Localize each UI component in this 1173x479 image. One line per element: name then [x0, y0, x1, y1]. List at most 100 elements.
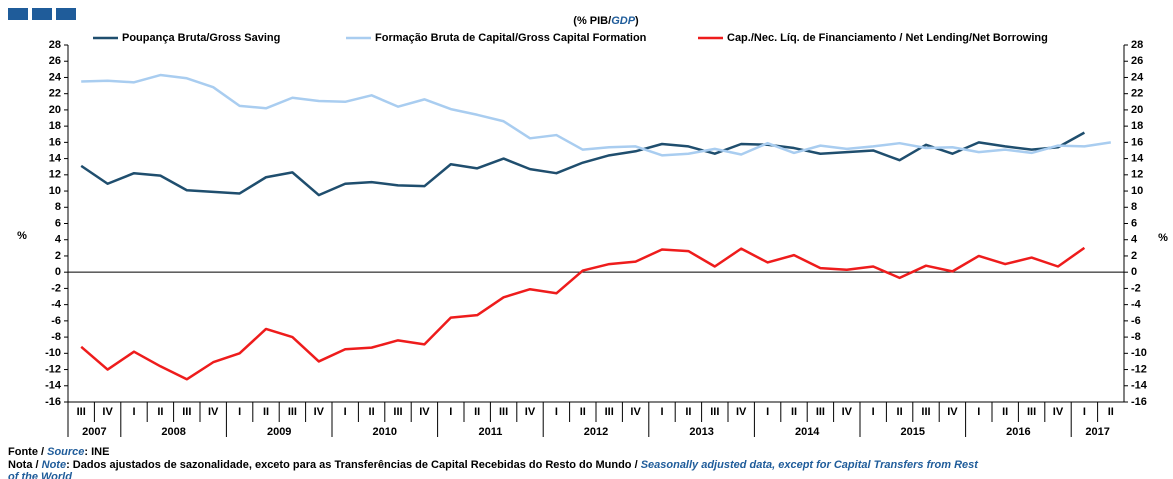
y-tick-label: -2: [51, 282, 61, 294]
y-tick-label: 28: [49, 39, 61, 51]
source-label-en: Source: [47, 446, 84, 458]
x-tick-label: IV: [947, 406, 958, 418]
logo-block: [32, 8, 52, 20]
note-label: Nota /: [8, 459, 42, 471]
note-label-en: Note: [42, 459, 66, 471]
year-label: 2007: [82, 426, 106, 438]
y2-tick-label: 22: [1131, 88, 1143, 100]
logo-block: [8, 8, 28, 20]
title-end: ): [635, 15, 639, 27]
year-label: 2016: [1006, 426, 1030, 438]
year-label: 2015: [901, 426, 925, 438]
x-tick-label: III: [605, 406, 614, 418]
y2-tick-label: 14: [1131, 152, 1144, 164]
x-tick-label: II: [263, 406, 269, 418]
x-tick-label: IV: [419, 406, 430, 418]
y2-tick-label: 0: [1131, 266, 1137, 278]
x-tick-label: I: [555, 406, 558, 418]
year-label: 2014: [795, 426, 820, 438]
x-tick-label: III: [77, 406, 86, 418]
x-tick-label: III: [816, 406, 825, 418]
x-tick-label: II: [685, 406, 691, 418]
note-text-en: Seasonally adjusted data, except for Cap…: [641, 459, 980, 471]
y-tick-label: 18: [49, 120, 61, 132]
x-tick-label: II: [897, 406, 903, 418]
legend-label: Formação Bruta de Capital/Gross Capital …: [375, 32, 647, 44]
x-tick-label: III: [921, 406, 930, 418]
x-tick-label: IV: [1053, 406, 1064, 418]
y-tick-label: -4: [51, 299, 62, 311]
x-tick-label: I: [660, 406, 663, 418]
title-highlight: GDP: [611, 15, 636, 27]
x-tick-label: I: [344, 406, 347, 418]
y2-tick-label: 18: [1131, 120, 1143, 132]
y2-tick-label: 26: [1131, 55, 1143, 67]
x-tick-label: II: [369, 406, 375, 418]
y-tick-label: -12: [45, 363, 61, 375]
x-tick-label: IV: [525, 406, 536, 418]
chart-title: (% PIB/GDP): [573, 15, 639, 27]
x-tick-label: II: [474, 406, 480, 418]
y-tick-label: -6: [51, 315, 61, 327]
year-label: 2008: [161, 426, 185, 438]
year-label: 2017: [1085, 426, 1109, 438]
y2-tick-label: 10: [1131, 185, 1143, 197]
y-tick-label: 10: [49, 185, 61, 197]
x-tick-label: I: [872, 406, 875, 418]
y2-tick-label: -6: [1131, 315, 1141, 327]
y2-tick-label: -12: [1131, 363, 1147, 375]
source-label: Fonte /: [8, 446, 47, 458]
y2-tick-label: 4: [1131, 234, 1138, 246]
y2-tick-label: 16: [1131, 136, 1143, 148]
series-line: [81, 73, 1111, 157]
x-tick-label: I: [132, 406, 135, 418]
year-label: 2011: [478, 426, 502, 438]
y2-tick-label: -14: [1131, 380, 1148, 392]
x-tick-label: III: [499, 406, 508, 418]
y2-tick-label: -8: [1131, 331, 1141, 343]
year-label: 2010: [373, 426, 397, 438]
y-tick-label: -8: [51, 331, 61, 343]
x-tick-label: IV: [314, 406, 325, 418]
logo-block: [56, 8, 76, 20]
title-text: (% PIB/: [573, 15, 611, 27]
y-tick-label: 12: [49, 169, 61, 181]
y-tick-label: 20: [49, 104, 61, 116]
y-tick-label: -16: [45, 396, 61, 408]
year-label: 2009: [267, 426, 291, 438]
legend-label: Cap./Nec. Líq. de Financiamento / Net Le…: [727, 32, 1048, 44]
y2-tick-label: 28: [1131, 39, 1143, 51]
x-tick-label: IV: [842, 406, 853, 418]
year-label: 2013: [689, 426, 713, 438]
y-tick-label: -10: [45, 347, 61, 359]
y2-tick-label: 12: [1131, 169, 1143, 181]
x-tick-label: II: [1002, 406, 1008, 418]
y-tick-label: -14: [45, 380, 62, 392]
y-tick-label: 26: [49, 55, 61, 67]
y-tick-label: 0: [55, 266, 61, 278]
y-axis-label: %: [17, 230, 27, 242]
y2-tick-label: 2: [1131, 250, 1137, 262]
y-tick-label: 6: [55, 217, 61, 229]
y-tick-label: 8: [55, 201, 61, 213]
y-tick-label: 2: [55, 250, 61, 262]
y-tick-label: 16: [49, 136, 61, 148]
legend-label: Poupança Bruta/Gross Saving: [122, 32, 280, 44]
note-text-en: of the World: [8, 471, 72, 479]
y-tick-label: 14: [49, 152, 62, 164]
y2-tick-label: -4: [1131, 299, 1142, 311]
y2-tick-label: -10: [1131, 347, 1147, 359]
year-label: 2012: [584, 426, 608, 438]
y2-tick-label: -2: [1131, 282, 1141, 294]
x-tick-label: IV: [102, 406, 113, 418]
y2-tick-label: 8: [1131, 201, 1137, 213]
x-tick-label: III: [182, 406, 191, 418]
x-tick-label: III: [710, 406, 719, 418]
y-tick-label: 4: [55, 234, 62, 246]
series-line: [80, 246, 1086, 381]
x-tick-label: IV: [736, 406, 747, 418]
y2-tick-label: -16: [1131, 396, 1147, 408]
y-tick-label: 24: [49, 71, 62, 83]
x-tick-label: III: [1027, 406, 1036, 418]
